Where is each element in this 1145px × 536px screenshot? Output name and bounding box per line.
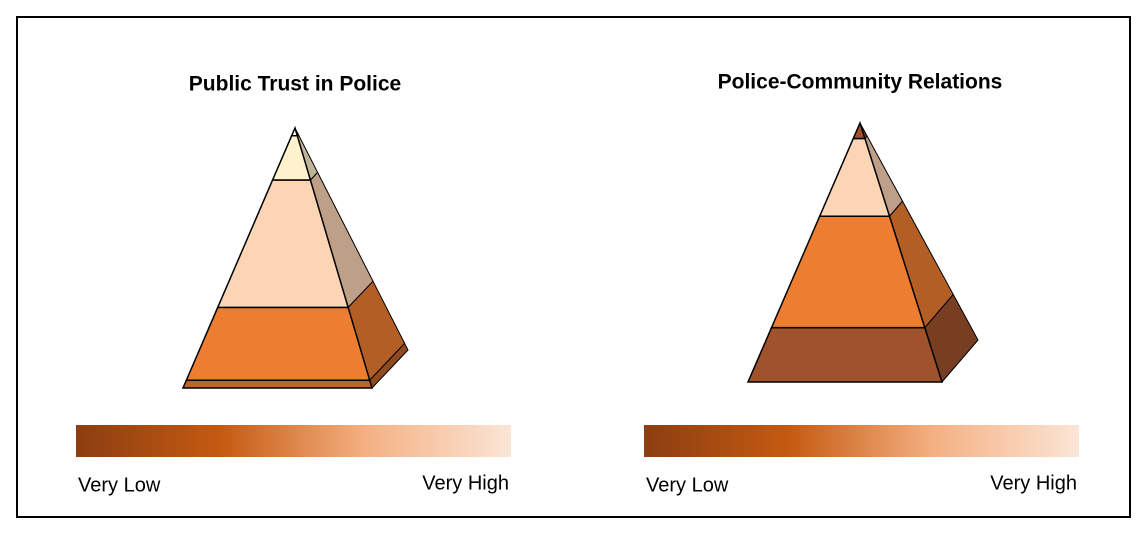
color-scale (76, 425, 511, 457)
scale-label: Very Low (646, 474, 729, 496)
scale-label: Very Low (78, 474, 161, 496)
scale-label: Very High (422, 472, 509, 494)
chart-title: Police-Community Relations (718, 71, 1003, 94)
color-scale (644, 425, 1079, 457)
segment (748, 328, 942, 382)
scale-label: Very High (990, 472, 1077, 494)
segment (183, 380, 372, 388)
chart-title: Public Trust in Police (189, 73, 401, 96)
chart: Public Trust in Police Very Low Very High P… (0, 0, 1145, 531)
segment (186, 307, 369, 380)
